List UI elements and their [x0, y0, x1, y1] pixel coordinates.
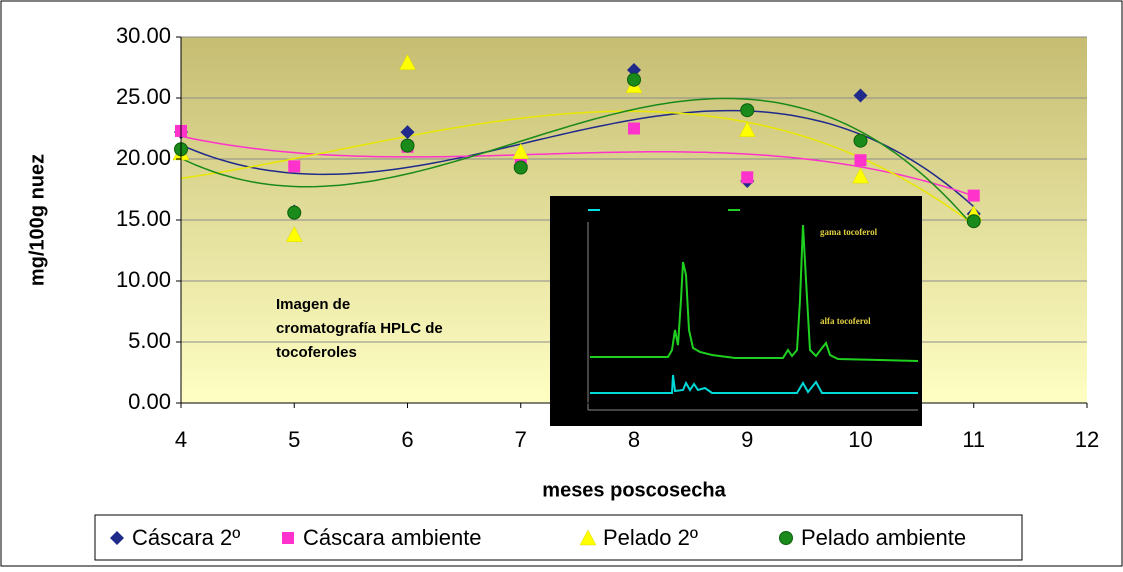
point [288, 160, 300, 172]
point [288, 206, 301, 219]
legend-label: Pelado 2º [603, 525, 698, 550]
y-tick-label: 0.00 [128, 389, 171, 414]
x-tick-label: 11 [962, 427, 985, 452]
point [968, 190, 980, 202]
annotation: tocoferoles [276, 344, 357, 361]
y-tick-label: 30.00 [116, 23, 171, 48]
y-tick-label: 20.00 [116, 145, 171, 170]
y-tick-label: 25.00 [116, 84, 171, 109]
x-tick-label: 5 [288, 427, 300, 452]
inset-image: gama tocoferol alfa tocoferol [550, 196, 922, 426]
point [854, 134, 867, 147]
chart: gama tocoferol alfa tocoferol 0.00 5.00 10… [0, 0, 1123, 567]
point [967, 215, 980, 228]
y-tick-label: 10.00 [116, 267, 171, 292]
legend-marker [780, 532, 793, 545]
legend-label: Pelado ambiente [801, 525, 966, 550]
point [628, 123, 640, 135]
x-axis-title: meses poscosecha [542, 479, 726, 501]
x-tick-label: 10 [848, 427, 872, 452]
legend-marker [282, 532, 294, 544]
x-tick-label: 9 [741, 427, 753, 452]
point [855, 154, 867, 166]
annotation: Imagen de [276, 296, 350, 313]
point [401, 139, 414, 152]
inset-label: alfa tocoferol [820, 316, 871, 326]
y-tick-label: 15.00 [116, 206, 171, 231]
x-tick-label: 4 [175, 427, 187, 452]
x-tick-label: 8 [628, 427, 640, 452]
y-axis-title: mg/100g nuez [26, 154, 48, 286]
point [628, 73, 641, 86]
x-tick-label: 7 [515, 427, 527, 452]
page: gama tocoferol alfa tocoferol 0.00 5.00 10… [0, 0, 1123, 572]
legend-label: Cáscara ambiente [303, 525, 482, 550]
point [741, 104, 754, 117]
legend-label: Cáscara 2º [132, 525, 240, 550]
point [741, 171, 753, 183]
x-tick-label: 12 [1075, 427, 1099, 452]
annotation: cromatografía HPLC de [276, 320, 443, 337]
x-tick-label: 6 [401, 427, 413, 452]
y-tick-label: 5.00 [128, 328, 171, 353]
inset-label: gama tocoferol [820, 227, 878, 237]
point [514, 161, 527, 174]
